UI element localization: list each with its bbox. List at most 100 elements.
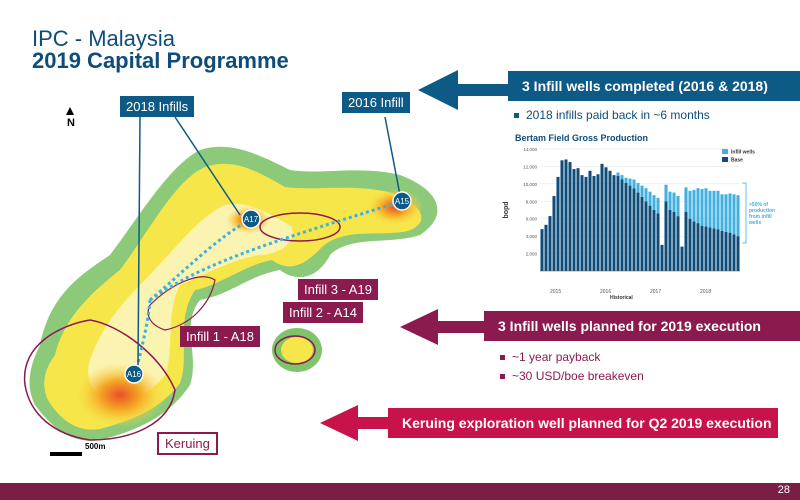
bar-infill — [636, 182, 640, 193]
bar-base — [736, 236, 740, 271]
north-label: N — [67, 117, 75, 129]
y-tick-label: 2,000 — [526, 252, 538, 257]
bar-base — [604, 167, 608, 271]
y-tick-label: 6,000 — [526, 217, 538, 222]
bar-infill — [716, 190, 720, 230]
bar-infill — [672, 192, 676, 212]
banner-arrow-top — [418, 70, 510, 110]
bar-base — [728, 232, 732, 271]
bar-base — [616, 176, 620, 271]
bar-infill — [664, 184, 668, 202]
year-label: 2016 — [600, 289, 611, 295]
legend-label: Base — [731, 158, 743, 164]
bar-base — [628, 185, 632, 271]
well-trajectory-a16 — [133, 299, 152, 376]
bar-infill — [736, 195, 740, 237]
bar-base — [648, 205, 652, 271]
bullet-item: ~30 USD/boe breakeven — [500, 369, 644, 383]
bar-base — [560, 160, 564, 271]
annotation-text: production — [749, 208, 775, 214]
bar-infill — [720, 194, 724, 231]
bullet-text: 2018 infills paid back in ~6 months — [526, 108, 710, 122]
bar-infill — [708, 190, 712, 228]
bar-base — [564, 159, 568, 271]
bar-infill — [732, 194, 736, 235]
y-tick-label: 10,000 — [523, 182, 537, 187]
north-arrow-icon — [66, 107, 74, 115]
label-infill2: Infill 2 - A14 — [283, 302, 363, 323]
banner-keruing: Keruing exploration well planned for Q2 … — [388, 408, 778, 438]
bar-infill — [688, 190, 692, 219]
production-chart: 2,000 4,000 6,000 8,000 10,000 12,000 14,000 bo… — [503, 147, 775, 301]
x-axis-label: Historical — [610, 295, 633, 301]
y-axis-label: bopd — [503, 201, 510, 218]
bar-infill — [656, 197, 660, 214]
infill1-outline — [147, 276, 216, 331]
bar-base — [712, 228, 716, 271]
bar-base — [664, 201, 668, 271]
bar-infill — [644, 188, 648, 202]
bar-base — [696, 223, 700, 271]
year-label: 2018 — [700, 289, 711, 295]
banner-arrow-bottom — [320, 405, 400, 441]
bar-base — [656, 213, 660, 271]
well-label-a15: A15 — [395, 197, 410, 206]
bar-base — [592, 176, 596, 271]
bar-base — [684, 211, 688, 271]
bar-base — [600, 163, 604, 271]
bar-base — [544, 224, 548, 271]
bar-base — [548, 216, 552, 271]
bar-base — [676, 216, 680, 271]
bullet-item: 2018 infills paid back in ~6 months — [514, 108, 710, 122]
footer-bar — [0, 483, 800, 500]
bar-infill — [692, 189, 696, 222]
label-infill1: Infill 1 - A18 — [180, 326, 260, 347]
bullet-text: ~30 USD/boe breakeven — [512, 369, 644, 383]
map-island-core — [281, 337, 313, 363]
well-trajectory-a15 — [149, 200, 401, 302]
bar-base — [608, 170, 612, 271]
bar-base — [584, 176, 588, 271]
well-marker-a16[interactable] — [124, 364, 144, 384]
legend-label: Infill wells — [731, 150, 755, 156]
bar-base — [720, 230, 724, 271]
bar-base — [624, 182, 628, 271]
bar-infill — [628, 178, 632, 186]
y-tick-label: 8,000 — [526, 199, 538, 204]
label-keruing: Keruing — [157, 432, 218, 455]
bar-infill — [700, 189, 704, 226]
bar-base — [552, 196, 556, 271]
bar-base — [716, 229, 720, 271]
bar-infill — [724, 194, 728, 232]
bar-infill — [620, 175, 624, 180]
bullet-text: ~1 year payback — [512, 350, 601, 364]
banner-completed: 3 Infill wells completed (2016 & 2018) — [508, 71, 800, 101]
well-marker-a15[interactable] — [392, 191, 412, 211]
bar-infill — [676, 196, 680, 217]
pointer-2016 — [384, 116, 401, 196]
well-marker-a17[interactable] — [241, 209, 261, 229]
bar-base — [580, 175, 584, 271]
keruing-outline — [23, 319, 176, 441]
bar-infill — [632, 179, 636, 189]
bar-base — [620, 179, 624, 271]
banner-planned: 3 Infill wells planned for 2019 executio… — [484, 311, 800, 341]
chart-title: Bertam Field Gross Production — [515, 133, 649, 143]
bullets-top: 2018 infills paid back in ~6 months — [514, 108, 710, 127]
scale-bar — [50, 452, 82, 456]
annotation-text: wells — [748, 220, 761, 226]
field-map: A17 A15 A16 — [23, 107, 438, 456]
bar-infill — [712, 190, 716, 229]
bar-base — [680, 246, 684, 271]
legend-swatch — [722, 149, 728, 154]
bar-infill — [684, 187, 688, 212]
annotation-text: >50% of — [749, 202, 768, 208]
bar-base — [672, 211, 676, 271]
year-label: 2017 — [650, 289, 661, 295]
infill2-outline — [274, 335, 316, 365]
scale-label: 500m — [85, 442, 106, 451]
banner-arrow-mid — [400, 309, 500, 345]
bar-base — [568, 162, 572, 271]
map-hotspot-south — [75, 363, 165, 427]
label-2016-infill: 2016 Infill — [342, 92, 410, 113]
